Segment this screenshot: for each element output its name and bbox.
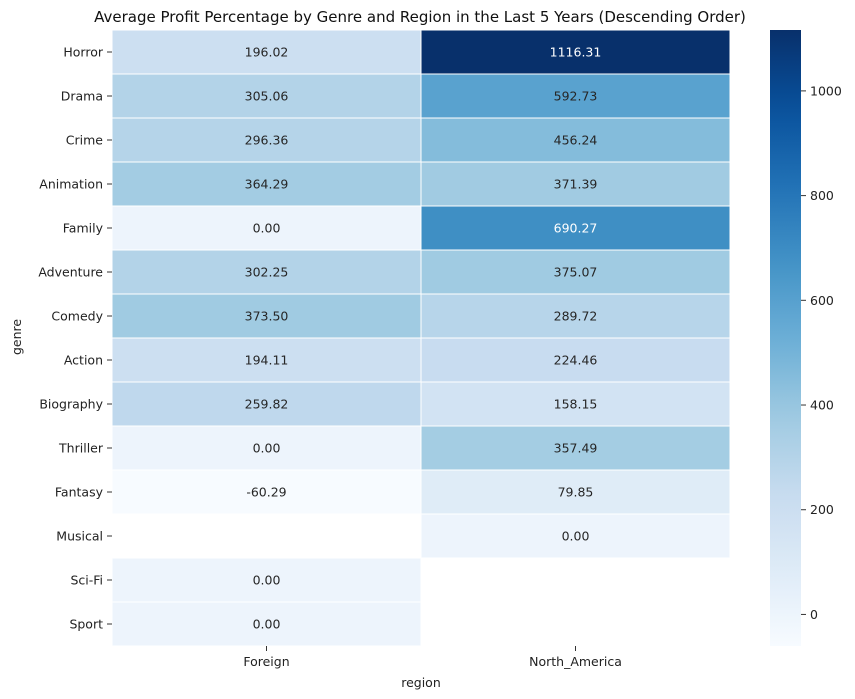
y-tick-labels: Horror Drama Crime Animation Family Adventure… [38,45,112,632]
y-tick-label: Crime [66,133,104,148]
y-tick-label: Musical [56,529,103,544]
y-tick-label: Comedy [51,309,103,324]
heatmap-cell [420,337,731,383]
cell-value-label: 592.73 [554,89,598,104]
cell-value-label: 194.11 [245,353,289,368]
y-tick-label: Thriller [58,441,104,456]
cell-value-label: 305.06 [245,89,289,104]
cell-value-label: 224.46 [554,353,598,368]
heatmap-cell [111,557,422,603]
cell-value-label: 158.15 [554,397,598,412]
y-tick-label: Adventure [38,265,103,280]
x-axis-label: region [401,675,441,690]
y-tick-label: Drama [61,89,103,104]
heatmap-cell [420,205,731,251]
cell-value-label: 364.29 [245,177,289,192]
heatmap-cell [111,601,422,647]
y-tick-label: Action [64,353,103,368]
cell-value-label: 690.27 [554,221,598,236]
cell-value-label: 0.00 [253,617,281,632]
colorbar-tick-label: 400 [810,398,834,413]
heatmap-cell [111,293,422,339]
y-tick-label: Family [63,221,104,236]
heatmap-cell [111,425,422,471]
cell-value-label: 0.00 [562,529,590,544]
heatmap-cell [420,513,731,559]
heatmap-cells: 196.02 1116.31 305.06 592.73 296.36 456.24 364… [111,29,731,647]
cell-value-label: 456.24 [554,133,598,148]
cell-value-label: 289.72 [554,309,598,324]
x-tick-label: North_America [529,654,622,669]
cell-value-label: 1116.31 [550,45,602,60]
heatmap-cell [420,293,731,339]
cell-value-label: 0.00 [253,573,281,588]
cell-value-label: -60.29 [246,485,286,500]
y-axis-label: genre [9,319,24,355]
cell-value-label: 371.39 [554,177,598,192]
heatmap-cell [420,425,731,471]
y-tick-label: Fantasy [55,485,104,500]
heatmap-cell [111,73,422,119]
heatmap-cell [420,117,731,163]
heatmap-cell [420,381,731,427]
heatmap-cell [111,117,422,163]
heatmap-cell [420,29,731,75]
colorbar-ticks: 0 200 400 600 800 1000 [801,83,842,622]
heatmap-cell [420,73,731,119]
cell-value-label: 373.50 [245,309,289,324]
x-tick-labels: Foreign North_America [243,646,622,669]
cell-value-label: 296.36 [245,133,289,148]
y-tick-label: Biography [39,397,103,412]
cell-value-label: 375.07 [554,265,598,280]
cell-value-label: 302.25 [245,265,289,280]
y-tick-label: Sport [69,617,103,632]
heatmap-cell [111,469,422,515]
colorbar-tick-label: 800 [810,188,834,203]
y-tick-label: Sci-Fi [70,573,103,588]
x-tick-label: Foreign [243,654,289,669]
cell-value-label: 196.02 [245,45,289,60]
colorbar-tick-label: 1000 [810,83,842,98]
y-tick-label: Horror [63,45,103,60]
cell-value-label: 79.85 [558,485,594,500]
cell-value-label: 0.00 [253,221,281,236]
cell-value-label: 357.49 [554,441,598,456]
chart-title: Average Profit Percentage by Genre and R… [94,8,746,26]
heatmap-cell [111,29,422,75]
y-tick-label: Animation [39,177,103,192]
colorbar-tick-label: 200 [810,502,834,517]
heatmap-cell [420,249,731,295]
colorbar-tick-label: 0 [810,607,818,622]
heatmap-cell [420,161,731,207]
heatmap-cell [420,469,731,515]
colorbar [770,30,801,646]
cell-value-label: 259.82 [245,397,289,412]
colorbar-tick-label: 600 [810,293,834,308]
cell-value-label: 0.00 [253,441,281,456]
